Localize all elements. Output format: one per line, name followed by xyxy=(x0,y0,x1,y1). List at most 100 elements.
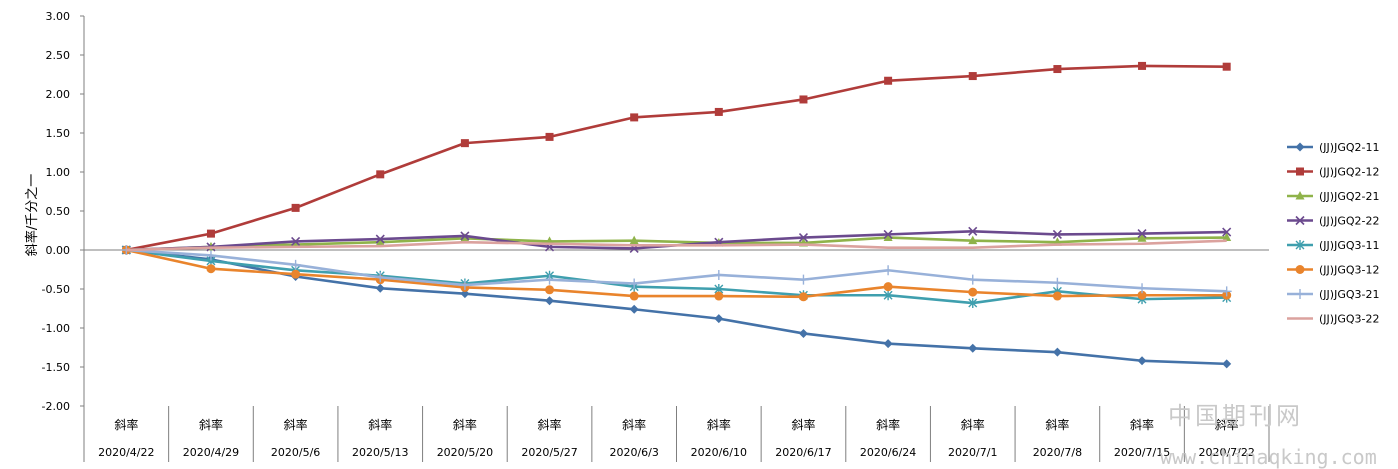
data-point xyxy=(713,269,724,280)
data-point xyxy=(883,265,894,276)
y-tick-label: 1.00 xyxy=(46,166,71,179)
data-point xyxy=(375,283,385,293)
legend-label: (JJ)JGQ2-22 xyxy=(1319,215,1379,228)
data-point xyxy=(205,250,216,261)
category-label-top: 斜率 xyxy=(1215,417,1239,432)
data-point xyxy=(1137,229,1147,239)
x-tick-label: 2020/5/13 xyxy=(352,446,408,459)
series-line xyxy=(126,248,1227,293)
legend-marker xyxy=(1295,240,1305,250)
data-point xyxy=(460,289,470,299)
data-point xyxy=(883,232,893,242)
data-point xyxy=(1222,227,1232,237)
legend-marker xyxy=(1295,289,1305,299)
legend-item: (JJ)JGQ2-22 xyxy=(1287,215,1379,228)
legend: (JJ)JGQ2-11 (JJ)JGQ2-12 (JJ)JGQ2-21 (JJ)JGQ… xyxy=(1287,141,1379,326)
data-point xyxy=(1052,291,1062,301)
legend-label: (JJ)JGQ3-12 xyxy=(1319,264,1379,277)
data-point xyxy=(1052,277,1063,288)
data-point xyxy=(629,278,640,289)
data-point xyxy=(968,343,978,353)
legend-item: (JJ)JGQ3-11 xyxy=(1287,239,1379,252)
data-point xyxy=(798,274,809,285)
data-point xyxy=(799,95,808,104)
category-label-top: 斜率 xyxy=(114,417,138,432)
data-point xyxy=(1053,65,1062,74)
category-label-top: 斜率 xyxy=(961,417,985,432)
x-tick-label: 2020/7/8 xyxy=(1033,446,1082,459)
data-point xyxy=(291,236,301,246)
series-line xyxy=(126,248,1227,305)
data-point xyxy=(798,328,808,338)
y-tick-label: 1.50 xyxy=(46,127,71,140)
series-line xyxy=(126,239,1227,252)
data-point xyxy=(714,314,724,324)
data-point xyxy=(1137,283,1148,294)
data-point xyxy=(629,235,639,245)
data-point xyxy=(545,285,555,295)
data-point xyxy=(798,232,809,243)
data-point xyxy=(883,290,893,301)
y-tick-label: 2.50 xyxy=(46,49,71,62)
data-point xyxy=(459,280,470,291)
y-tick-label: -2.00 xyxy=(42,400,70,413)
data-point xyxy=(460,231,470,241)
legend-label: (JJ)JGQ3-11 xyxy=(1319,239,1379,252)
legend-marker xyxy=(1295,142,1305,152)
data-point xyxy=(714,107,723,116)
data-point xyxy=(714,291,724,301)
category-label-top: 斜率 xyxy=(1045,417,1069,432)
data-point xyxy=(206,229,215,238)
y-tick-label: 2.00 xyxy=(46,88,71,101)
data-point xyxy=(376,170,385,179)
data-point xyxy=(1137,290,1147,300)
data-point xyxy=(460,233,470,242)
data-point xyxy=(290,259,301,270)
data-point xyxy=(1137,356,1147,366)
legend-label: (JJ)JGQ2-11 xyxy=(1319,141,1379,154)
x-tick-label: 2020/4/22 xyxy=(98,446,154,459)
y-tick-label: 3.00 xyxy=(46,10,71,23)
data-point xyxy=(1138,61,1147,70)
data-point xyxy=(1221,286,1232,297)
data-point xyxy=(375,234,385,244)
data-point xyxy=(967,274,978,285)
data-point xyxy=(883,229,893,239)
legend-item: (JJ)JGQ2-11 xyxy=(1287,141,1379,154)
data-point xyxy=(1222,62,1231,71)
x-tick-label: 2020/4/29 xyxy=(183,446,239,459)
legend-marker xyxy=(1296,167,1304,176)
y-tick-label: 0.00 xyxy=(46,244,71,257)
category-label-top: 斜率 xyxy=(284,417,308,432)
data-point xyxy=(884,76,893,85)
series-line xyxy=(126,248,1227,366)
legend-marker xyxy=(1295,191,1305,200)
data-point xyxy=(883,339,893,349)
data-point xyxy=(544,274,555,285)
data-point xyxy=(968,226,978,236)
x-tick-label: 2020/7/1 xyxy=(948,446,997,459)
data-point xyxy=(968,287,978,297)
x-tick-label: 2020/5/20 xyxy=(437,446,493,459)
x-category-labels: 斜率 2020/4/22 斜率 2020/4/29 斜率 2020/5/6 斜率 2020/5… xyxy=(98,417,1255,459)
legend-item: (JJ)JGQ2-21 xyxy=(1287,190,1379,203)
category-label-top: 斜率 xyxy=(791,417,815,432)
data-point xyxy=(883,282,893,292)
x-tick-label: 2020/6/17 xyxy=(775,446,831,459)
category-label-top: 斜率 xyxy=(622,417,646,432)
data-point xyxy=(968,72,977,81)
data-point xyxy=(545,132,554,141)
data-point xyxy=(291,269,301,279)
y-tick-label: -0.50 xyxy=(42,283,70,296)
data-point xyxy=(630,113,639,122)
legend-marker xyxy=(1295,265,1305,274)
series-line xyxy=(126,248,1227,299)
data-point xyxy=(798,292,808,302)
data-point xyxy=(968,298,978,309)
series-2 xyxy=(122,61,1231,254)
chart-axes xyxy=(80,15,1270,462)
y-tick-labels: 3.00 2.50 2.00 1.50 1.00 0.50 0.00 -0.50 -1.00 -1… xyxy=(42,10,70,413)
legend-label: (JJ)JGQ3-21 xyxy=(1319,288,1379,301)
y-axis-label: 斜率/千分之一 xyxy=(24,174,40,256)
